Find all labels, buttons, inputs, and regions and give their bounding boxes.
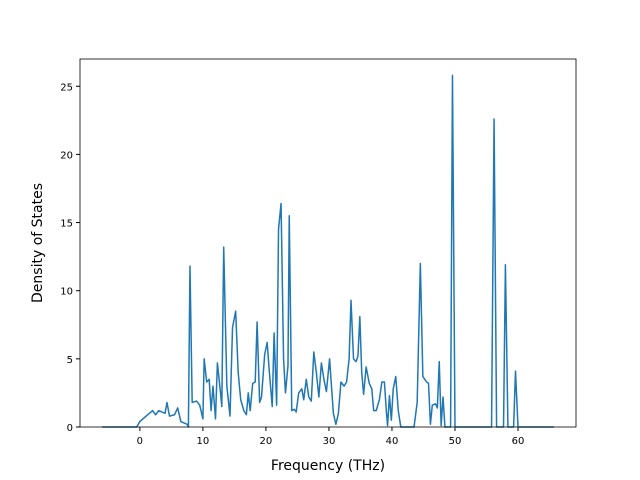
x-tick-label: 20 <box>260 436 273 447</box>
x-tick-label: 60 <box>512 436 525 447</box>
x-tick-label: 10 <box>197 436 210 447</box>
y-axis-label: Density of States <box>30 183 46 303</box>
line <box>102 74 554 428</box>
x-tick-label: 30 <box>323 436 336 447</box>
x-tick-label: 0 <box>137 436 143 447</box>
y-tick-label: 0 <box>67 423 73 434</box>
x-tick-label: 40 <box>386 436 399 447</box>
y-tick-label: 15 <box>60 219 73 230</box>
y-tick-label: 25 <box>60 82 73 93</box>
plot-frame <box>79 58 577 428</box>
x-tick-label: 50 <box>449 436 462 447</box>
y-tick-label: 10 <box>60 287 73 298</box>
y-tick-label: 5 <box>67 355 73 366</box>
x-axis-label: Frequency (THz) <box>271 458 385 474</box>
y-tick-label: 20 <box>60 150 73 161</box>
